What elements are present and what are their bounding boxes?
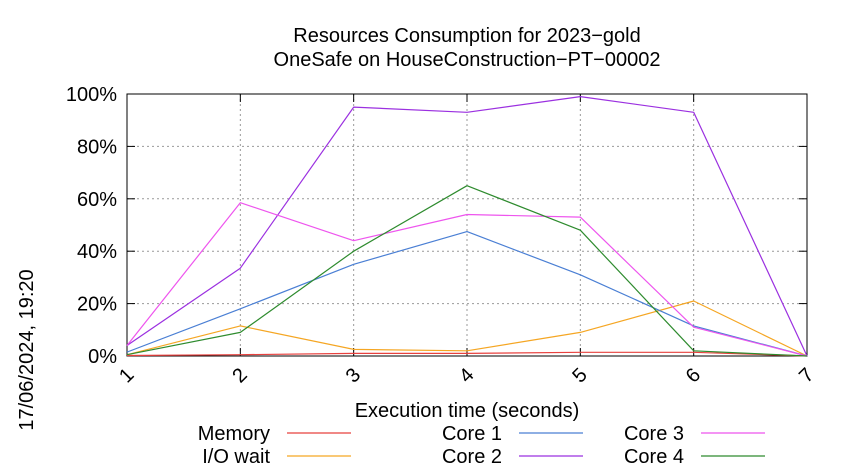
x-tick-label: 3 (342, 364, 365, 387)
legend-label-memory: Memory (198, 423, 270, 445)
y-tick-label: 60% (77, 189, 117, 211)
legend-label-core-2: Core 2 (442, 446, 502, 468)
series-line-i-o-wait (126, 300, 808, 357)
x-tick-label: 5 (568, 364, 591, 387)
x-tick-label: 7 (795, 364, 818, 387)
legend-label-core-1: Core 1 (442, 423, 502, 445)
grid-lines (127, 94, 807, 356)
timestamp-label: 17/06/2024, 19:20 (16, 269, 38, 430)
legend-label-i-o-wait: I/O wait (202, 446, 270, 468)
x-axis-label: Execution time (seconds) (355, 400, 580, 422)
y-tick-label: 0% (88, 346, 117, 368)
x-tick-label: 6 (682, 364, 705, 387)
x-tick-label: 1 (115, 364, 138, 387)
series-line-core-1 (126, 231, 808, 357)
y-tick-label: 100% (66, 84, 117, 106)
y-tick-label: 20% (77, 294, 117, 316)
series-line-core-4 (126, 185, 808, 357)
x-tick-label: 2 (228, 364, 251, 387)
series-line-core-2 (126, 95, 808, 357)
x-tick-label: 4 (455, 364, 478, 387)
chart-subtitle: OneSafe on HouseConstruction−PT−00002 (274, 49, 661, 71)
series-lines (126, 95, 808, 357)
series-line-memory (126, 351, 808, 357)
legend-label-core-4: Core 4 (624, 446, 684, 468)
y-tick-label: 40% (77, 241, 117, 263)
legend-label-core-3: Core 3 (624, 423, 684, 445)
y-tick-label: 80% (77, 136, 117, 158)
chart-title: Resources Consumption for 2023−gold (293, 25, 640, 47)
series-line-core-3 (126, 202, 808, 357)
